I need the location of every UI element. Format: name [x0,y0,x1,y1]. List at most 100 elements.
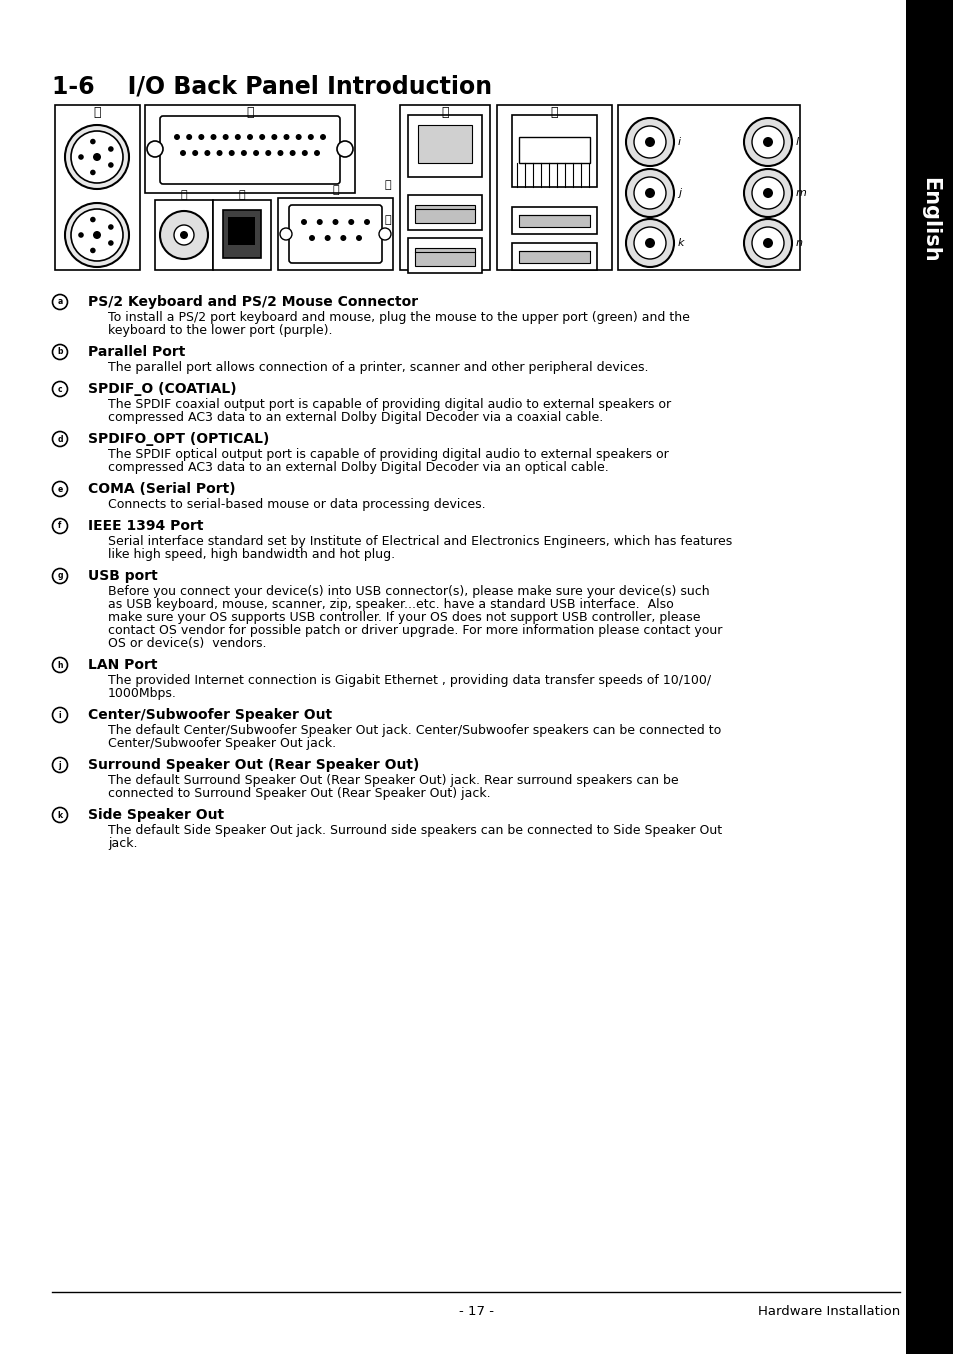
Text: j: j [678,188,680,198]
Bar [618,106,800,269]
Bar [399,106,490,269]
Bar [228,217,254,245]
Circle shape [52,569,68,584]
Circle shape [108,162,113,168]
Text: like high speed, high bandwidth and hot plug.: like high speed, high bandwidth and hot … [108,548,395,561]
Text: Ⓖ: Ⓖ [384,215,391,225]
Circle shape [308,134,314,139]
Circle shape [290,150,295,156]
Circle shape [280,227,292,240]
Circle shape [295,134,301,139]
Circle shape [751,126,783,158]
Circle shape [309,236,314,241]
Circle shape [751,227,783,259]
Circle shape [644,238,655,248]
Circle shape [65,203,129,267]
Circle shape [259,134,265,139]
Text: d: d [57,435,63,444]
Circle shape [762,238,772,248]
Circle shape [216,150,222,156]
Bar [277,198,393,269]
Text: contact OS vendor for possible patch or driver upgrade. For more information ple: contact OS vendor for possible patch or … [108,624,721,636]
Circle shape [173,134,180,139]
Text: 1000Mbps.: 1000Mbps. [108,686,176,700]
Circle shape [173,225,193,245]
Circle shape [52,519,68,533]
Circle shape [625,219,673,267]
Text: Serial interface standard set by Institute of Electrical and Electronics Enginee: Serial interface standard set by Institu… [108,535,732,548]
Circle shape [340,236,346,241]
Text: k: k [57,811,63,819]
Circle shape [65,125,129,190]
Circle shape [762,137,772,148]
Text: make sure your OS supports USB controller. If your OS does not support USB contr: make sure your OS supports USB controlle… [108,611,700,624]
Text: Connects to serial-based mouse or data processing devices.: Connects to serial-based mouse or data p… [108,498,485,510]
Circle shape [108,240,113,246]
Bar [518,250,589,263]
Bar [905,0,953,1354]
Bar [497,106,612,269]
Circle shape [336,141,353,157]
Circle shape [52,708,68,723]
Circle shape [625,118,673,167]
Circle shape [271,134,277,139]
Circle shape [277,150,283,156]
Circle shape [364,219,370,225]
Circle shape [52,344,68,360]
Circle shape [52,482,68,497]
Circle shape [52,658,68,673]
Text: e: e [57,485,63,493]
Bar [512,242,597,269]
Circle shape [247,134,253,139]
Bar [408,195,481,230]
Text: Ⓖ: Ⓖ [384,180,391,190]
Text: Ⓑ: Ⓑ [246,107,253,119]
Circle shape [198,134,204,139]
FancyBboxPatch shape [289,204,381,263]
Text: b: b [57,348,63,356]
Circle shape [634,126,665,158]
Bar [512,207,597,234]
Circle shape [78,154,84,160]
Circle shape [355,236,361,241]
Circle shape [180,232,188,240]
Text: IEEE 1394 Port: IEEE 1394 Port [88,519,203,533]
Text: k: k [678,238,684,248]
Text: connected to Surround Speaker Out (Rear Speaker Out) jack.: connected to Surround Speaker Out (Rear … [108,787,490,800]
Bar [518,137,589,162]
Text: Side Speaker Out: Side Speaker Out [88,808,224,822]
Text: USB port: USB port [88,569,157,584]
Circle shape [253,150,259,156]
Text: i: i [59,711,61,719]
Text: Ⓐ: Ⓐ [93,107,101,119]
Text: The default Side Speaker Out jack. Surround side speakers can be connected to Si: The default Side Speaker Out jack. Surro… [108,825,721,837]
Text: as USB keyboard, mouse, scanner, zip, speaker...etc. have a standard USB interfa: as USB keyboard, mouse, scanner, zip, sp… [108,598,673,611]
Circle shape [186,134,192,139]
Text: compressed AC3 data to an external Dolby Digital Decoder via a coaxial cable.: compressed AC3 data to an external Dolby… [108,412,602,424]
Text: a: a [57,298,63,306]
Circle shape [92,232,101,240]
Circle shape [52,757,68,773]
Text: Ⓔ: Ⓔ [332,185,338,195]
Circle shape [52,382,68,397]
Circle shape [234,134,240,139]
Circle shape [644,137,655,148]
Bar [512,115,597,187]
Circle shape [222,134,229,139]
Bar [518,215,589,227]
Text: c: c [57,385,62,394]
Text: SPDIFO_OPT (OPTICAL): SPDIFO_OPT (OPTICAL) [88,432,269,445]
Bar [417,125,472,162]
Circle shape [52,295,68,310]
Circle shape [71,209,123,261]
Circle shape [324,236,331,241]
Text: COMA (Serial Port): COMA (Serial Port) [88,482,235,496]
Text: Before you connect your device(s) into USB connector(s), please make sure your d: Before you connect your device(s) into U… [108,585,709,598]
Circle shape [762,188,772,198]
Circle shape [265,150,271,156]
Circle shape [52,807,68,822]
Text: The default Center/Subwoofer Speaker Out jack. Center/Subwoofer speakers can be : The default Center/Subwoofer Speaker Out… [108,724,720,737]
Text: 1-6    I/O Back Panel Introduction: 1-6 I/O Back Panel Introduction [52,74,492,99]
Circle shape [52,432,68,447]
Circle shape [378,227,391,240]
